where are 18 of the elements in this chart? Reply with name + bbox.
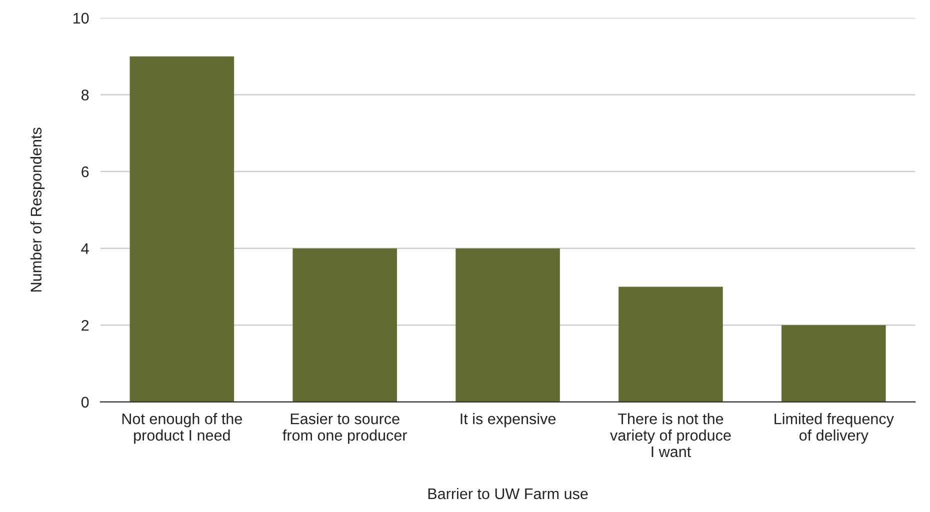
x-tick-label: Easier to source from one producer: [282, 413, 408, 444]
y-axis-title: Number of Respondents: [30, 128, 45, 292]
y-tick-label: 6: [82, 166, 89, 178]
x-tick-label: Not enough of the product I need: [122, 413, 242, 444]
x-tick-label: Limited frequency of delivery: [774, 413, 894, 444]
y-tick-label: 8: [81, 90, 89, 100]
x-tick-label: There is not the variety of produce I want: [610, 413, 731, 458]
bar: [456, 248, 560, 402]
bar: [292, 248, 397, 402]
y-tick-label: 4: [81, 243, 89, 254]
x-tick-label: It is expensive: [460, 413, 556, 428]
y-tick-label: 10: [74, 12, 89, 24]
bar: [782, 325, 886, 402]
bar: [130, 56, 234, 402]
x-axis-title: Barrier to UW Farm use: [428, 488, 588, 500]
bar: [618, 286, 723, 402]
y-tick-label: 0: [81, 396, 89, 408]
y-tick-label: 2: [82, 320, 89, 331]
